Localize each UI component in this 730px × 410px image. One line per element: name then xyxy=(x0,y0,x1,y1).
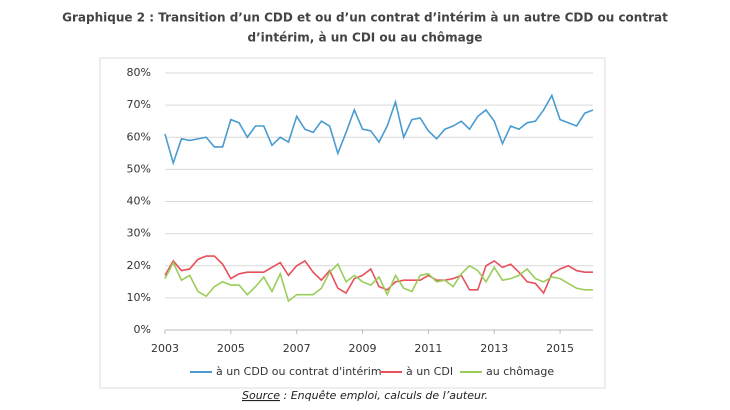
x-tick-label: 2013 xyxy=(480,342,508,355)
chart-title: d’intérim, à un CDI ou au chômage xyxy=(248,31,483,45)
y-tick-label: 30% xyxy=(127,227,151,240)
x-tick-label: 2005 xyxy=(217,342,245,355)
x-tick-label: 2015 xyxy=(546,342,574,355)
y-tick-label: 60% xyxy=(127,130,151,143)
source-label: Source xyxy=(242,389,280,402)
y-tick-label: 10% xyxy=(127,291,151,304)
x-tick-label: 2009 xyxy=(349,342,377,355)
y-tick-label: 50% xyxy=(127,162,151,175)
x-tick-label: 2003 xyxy=(151,342,179,355)
x-tick-label: 2011 xyxy=(414,342,442,355)
chart-title: Graphique 2 : Transition d’un CDD et ou … xyxy=(62,11,668,25)
x-tick-label: 2007 xyxy=(283,342,311,355)
series-line xyxy=(164,260,593,303)
series-line xyxy=(164,255,593,295)
chart-frame xyxy=(99,57,606,389)
y-tick-label: 0% xyxy=(134,323,151,336)
source: Source : Enquête emploi, calculs de l’au… xyxy=(242,389,488,402)
series-line xyxy=(164,93,594,166)
y-tick-label: 80% xyxy=(127,66,151,79)
source-text: : Enquête emploi, calculs de l’auteur. xyxy=(280,389,488,402)
legend-label: à un CDD ou contrat d'intérim xyxy=(216,365,382,378)
legend-label: au chômage xyxy=(486,365,554,378)
y-tick-label: 40% xyxy=(127,195,151,208)
legend-label: à un CDI xyxy=(406,365,453,378)
y-tick-label: 20% xyxy=(127,259,151,272)
y-tick-label: 70% xyxy=(127,98,151,111)
